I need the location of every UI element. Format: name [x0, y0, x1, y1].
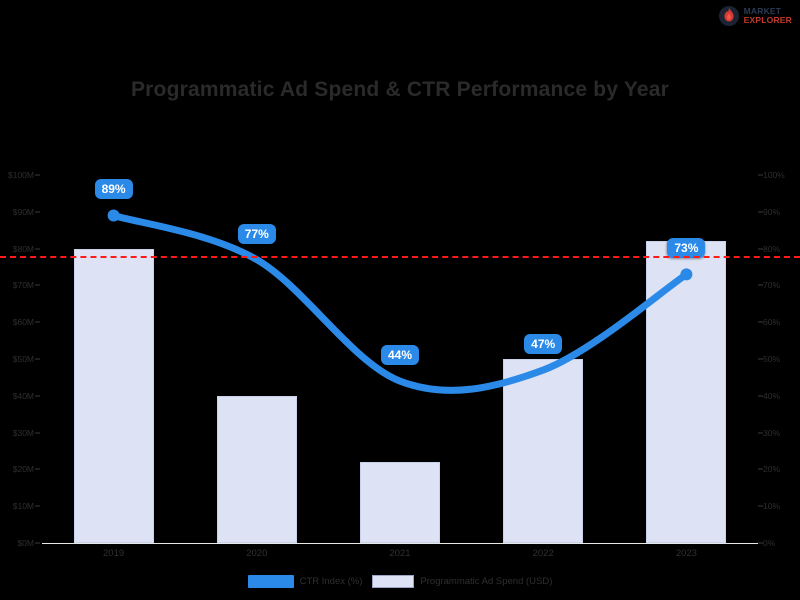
x-axis-tick-label: 2021	[389, 548, 411, 559]
axis-baseline	[42, 543, 758, 544]
y-axis-left-tick-label: $10M	[12, 501, 34, 512]
y-axis-right-tick-label: 80%	[763, 243, 781, 254]
target-line	[0, 255, 800, 258]
brand-logo-text: MARKET EXPLORER	[744, 7, 792, 24]
y-axis-right-tick-label: 20%	[763, 464, 781, 475]
plot-area: 89% 77% 44% 47% 73%	[42, 175, 758, 543]
y-axis-left-tick-label: $40M	[12, 390, 34, 401]
y-axis-right-tick-mark	[758, 284, 763, 286]
line-path	[110, 211, 690, 394]
data-label-layer: 89% 77% 44% 47% 73%	[42, 175, 758, 543]
y-axis-right-tick-mark	[758, 174, 763, 176]
legend-swatch-bar	[372, 575, 415, 588]
bar[interactable]	[216, 395, 297, 543]
legend-item-bar[interactable]: Programmatic Ad Spend (USD)	[372, 575, 552, 588]
data-label[interactable]: 77%	[237, 223, 276, 244]
y-axis-right-tick-mark	[758, 358, 763, 360]
brand-logo: MARKET EXPLORER	[718, 5, 792, 27]
y-axis-left-tick-label: $50M	[12, 354, 34, 364]
y-axis-left-tick-mark	[35, 174, 40, 176]
y-axis-right-tick-label: 90%	[763, 206, 781, 217]
y-axis-left-tick-mark	[35, 248, 40, 250]
x-axis-tick-label: 2022	[532, 548, 554, 559]
y-axis-left-tick-mark	[35, 358, 40, 360]
y-axis-left-tick-mark	[35, 432, 40, 434]
y-axis-right-tick-mark	[758, 542, 763, 544]
y-axis-right-tick-mark	[758, 395, 763, 397]
line-series	[107, 209, 693, 394]
y-axis-left-tick-mark	[35, 211, 40, 213]
y-axis-right-tick-label: 50%	[763, 354, 781, 364]
bar-series	[42, 175, 758, 543]
y-axis-right-tick-label: 100%	[763, 170, 785, 180]
bar[interactable]	[503, 359, 584, 543]
brand-logo-line1: MARKET	[743, 6, 782, 17]
line-point[interactable]	[680, 268, 693, 281]
y-axis-right-tick-label: 30%	[763, 427, 781, 438]
y-axis-left-tick-label: $90M	[12, 206, 34, 217]
y-axis-left-tick-label: $60M	[12, 317, 34, 328]
y-axis-right-tick-label: 60%	[763, 317, 781, 328]
y-axis-right-tick-label: 0%	[763, 538, 776, 548]
x-axis-tick-label: 2020	[246, 548, 268, 559]
y-axis-left-tick-label: $30M	[12, 427, 34, 438]
y-axis-left-tick-mark	[35, 505, 40, 507]
y-axis-right-tick-label: 70%	[763, 280, 781, 291]
bar[interactable]	[359, 462, 441, 543]
y-axis-left-tick-label: $0M	[17, 538, 34, 548]
y-axis-right-tick-mark	[758, 211, 763, 213]
chart-title: Programmatic Ad Spend & CTR Performance …	[130, 78, 670, 101]
y-axis-right-tick-mark	[758, 432, 763, 434]
y-axis-left-tick-label: $70M	[12, 280, 34, 291]
y-axis-left-tick-label: $100M	[8, 170, 34, 180]
y-axis-left-tick-mark	[35, 284, 40, 286]
x-axis-tick-label: 2019	[103, 548, 125, 559]
bar[interactable]	[73, 248, 154, 543]
legend-label-bar: Programmatic Ad Spend (USD)	[420, 576, 553, 587]
brand-logo-line2: EXPLORER	[743, 15, 792, 25]
legend-item-line[interactable]: CTR Index (%)	[247, 575, 363, 588]
y-axis-left-tick-mark	[35, 542, 40, 544]
data-label[interactable]: 89%	[94, 179, 133, 200]
y-axis-left-tick-mark	[35, 468, 40, 470]
y-axis-right-tick-label: 40%	[763, 390, 781, 401]
data-label[interactable]: 73%	[667, 238, 706, 259]
chart-legend: CTR Index (%) Programmatic Ad Spend (USD…	[0, 575, 800, 588]
x-axis-tick-label: 2023	[675, 548, 697, 559]
y-axis-left-tick-mark	[35, 321, 40, 323]
data-label[interactable]: 44%	[380, 345, 420, 366]
legend-label-line: CTR Index (%)	[299, 576, 363, 587]
data-label[interactable]: 47%	[524, 334, 563, 355]
y-axis-right-tick-mark	[758, 248, 763, 250]
y-axis-right-tick-label: 10%	[763, 501, 781, 512]
y-axis-left-tick-mark	[35, 395, 40, 397]
legend-swatch-line	[247, 575, 294, 588]
y-axis-left-tick-label: $80M	[12, 243, 34, 254]
x-axis-labels: 2019 2020 2021 2022 2023	[42, 546, 758, 564]
y-axis-right-tick-mark	[758, 321, 763, 323]
y-axis-right-tick-mark	[758, 468, 763, 470]
y-axis-right-tick-mark	[758, 505, 763, 507]
flame-circle-icon	[718, 5, 740, 27]
line-point[interactable]	[107, 209, 120, 222]
y-axis-left: $100M $90M $80M $70M $60M $50M $40M $30M $20M $10…	[0, 170, 40, 548]
y-axis-left-tick-label: $20M	[12, 464, 34, 475]
y-axis-right: 100% 90% 80% 70% 60% 50% 40% 30% 20% 10% 0%	[758, 170, 800, 548]
